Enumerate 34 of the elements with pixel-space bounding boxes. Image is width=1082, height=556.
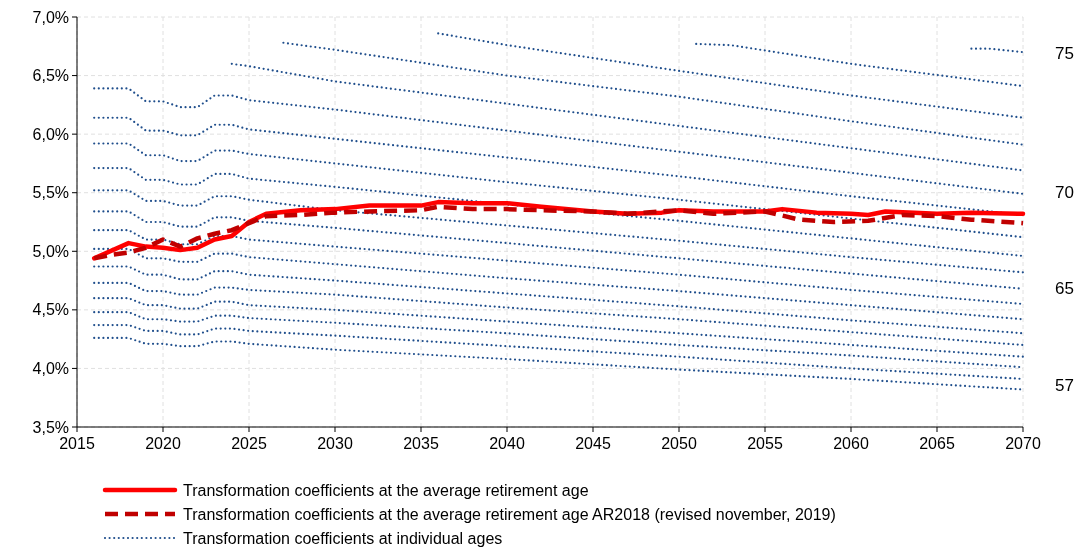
x-tick-label: 2030 [317,435,353,452]
line-series [437,32,1025,119]
text: 70 [1055,182,1074,202]
x-tick-label: 2045 [575,435,611,452]
y-tick-label: 5,5% [32,184,69,202]
legend-label: Transformation coefficients at the average retirement age AR2018 (revised november, 2019) [183,505,836,523]
text: 75 [1055,43,1074,63]
x-tick-label: 2065 [919,435,955,452]
legend-label: Transformation coefficients at individual ages [183,529,503,547]
line-series [93,281,1025,347]
y-tick-label: 7,0% [32,8,69,26]
x-tick-label: 2015 [59,435,95,452]
line-series [93,265,1025,335]
y-tick-label: 6,5% [32,67,69,85]
y-tick-label: 4,5% [32,301,69,319]
y-tick-label: 3,5% [32,418,69,436]
y-tick-label: 5,0% [32,242,69,260]
x-tick-label: 2055 [747,435,783,452]
line-series [282,41,1025,146]
x-tick-label: 2060 [833,435,869,452]
x-tick-label: 2020 [145,435,181,452]
x-tick-label: 2040 [489,435,525,452]
line-series [93,189,1025,274]
y-tick-label: 6,0% [32,125,69,143]
y-tick-label: 4,0% [32,360,69,378]
text: 57 [1055,375,1074,395]
line-series [93,297,1025,358]
x-tick-label: 2025 [231,435,267,452]
x-tick-label: 2070 [1005,435,1041,452]
line-series [93,87,1025,195]
text: 65 [1055,278,1074,298]
x-tick-label: 2035 [403,435,439,452]
x-tick-label: 2050 [661,435,697,452]
legend-label: Transformation coefficients at the average retirement age [183,481,589,499]
